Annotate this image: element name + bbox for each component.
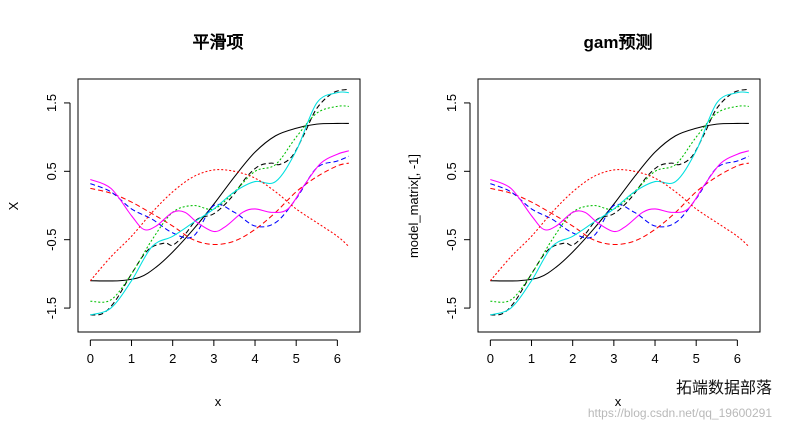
- x-tick-label: 4: [651, 351, 658, 366]
- y-tick-label: 1.5: [444, 94, 459, 112]
- chart-panel-gam-prediction: gam预测 0 1 2 3 4 5 6 -1.5 -0.5 0.5 1.5 x model_mat…: [406, 32, 761, 409]
- x-axis: 0 1 2 3 4 5 6: [87, 339, 341, 366]
- x-tick-label: 5: [693, 351, 700, 366]
- series-line-8: [89, 169, 350, 282]
- chart-title: gam预测: [584, 32, 653, 52]
- x-tick-label: 2: [569, 351, 576, 366]
- x-tick-label: 3: [610, 351, 617, 366]
- series-layer: [489, 88, 750, 316]
- y-tick-label: 0.5: [444, 162, 459, 180]
- plot-frame: [477, 78, 761, 333]
- y-tick-label: -1.5: [444, 297, 459, 319]
- y-tick-label: -0.5: [444, 228, 459, 250]
- series-line-1: [90, 122, 349, 282]
- x-tick-label: 6: [334, 351, 341, 366]
- series-line-2: [490, 88, 749, 316]
- chart-title: 平滑项: [193, 33, 244, 52]
- x-tick-label: 0: [487, 351, 494, 366]
- x-tick-label: 3: [210, 351, 217, 366]
- x-axis: 0 1 2 3 4 5 6: [487, 339, 741, 366]
- y-axis-label: X: [6, 201, 21, 210]
- series-line-6: [490, 91, 749, 316]
- series-line-7: [490, 150, 750, 233]
- y-tick-label: -0.5: [44, 228, 59, 250]
- x-axis-label: x: [215, 394, 222, 409]
- series-line-4: [90, 105, 349, 303]
- watermark: 拓端数据部落 https://blog.csdn.net/qq_19600291: [588, 374, 772, 420]
- y-tick-label: 1.5: [44, 94, 59, 112]
- series-line-4: [490, 105, 749, 303]
- series-line-3: [90, 162, 349, 246]
- x-tick-label: 5: [293, 351, 300, 366]
- x-tick-label: 2: [169, 351, 176, 366]
- watermark-brand: 拓端数据部落: [675, 378, 772, 397]
- y-tick-label: -1.5: [44, 297, 59, 319]
- series-line-7: [90, 150, 350, 233]
- x-axis-label: x: [615, 394, 622, 409]
- x-tick-label: 4: [251, 351, 258, 366]
- x-tick-label: 6: [734, 351, 741, 366]
- y-axis: -1.5 -0.5 0.5 1.5: [444, 94, 471, 319]
- x-tick-label: 0: [87, 351, 94, 366]
- series-line-2: [90, 88, 349, 316]
- series-layer: [89, 88, 350, 316]
- series-line-1: [490, 122, 749, 282]
- x-tick-label: 1: [128, 351, 135, 366]
- y-tick-label: 0.5: [44, 162, 59, 180]
- x-tick-label: 1: [528, 351, 535, 366]
- y-axis: -1.5 -0.5 0.5 1.5: [44, 94, 71, 319]
- plot-frame: [77, 78, 361, 333]
- series-line-8: [489, 169, 750, 282]
- y-axis-label: model_matrix[, -1]: [406, 154, 421, 258]
- watermark-url: https://blog.csdn.net/qq_19600291: [587, 406, 772, 420]
- chart-panel-smooth-terms: 平滑项 0 1 2 3 4 5 6 -1.5 -0.5 0.5 1.5 x X: [6, 33, 361, 409]
- series-line-6: [90, 91, 349, 316]
- series-line-3: [490, 162, 749, 246]
